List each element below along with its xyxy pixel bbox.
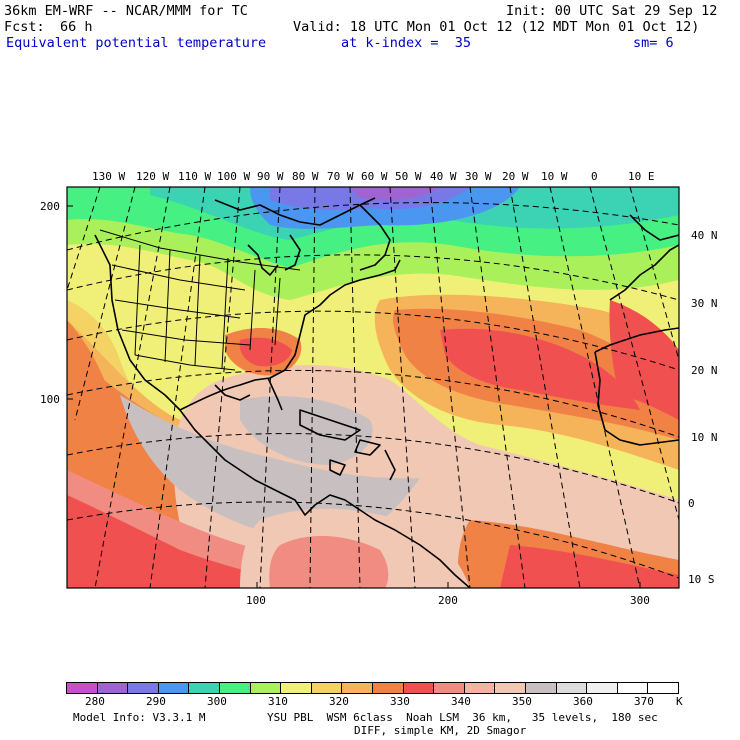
forecast-hour: 66 h bbox=[60, 19, 93, 35]
lon-label: 110 W bbox=[178, 170, 211, 183]
lon-label: 100 W bbox=[217, 170, 250, 183]
legend-swatch bbox=[648, 683, 678, 693]
legend-swatch bbox=[311, 683, 343, 693]
legend-tick-label: 310 bbox=[268, 695, 288, 708]
legend-swatch bbox=[403, 683, 435, 693]
legend-swatch bbox=[372, 683, 404, 693]
valid-time: Valid: 18 UTC Mon 01 Oct 12 (12 MDT Mon … bbox=[293, 19, 700, 35]
lon-label: 40 W bbox=[430, 170, 457, 183]
legend-unit: K bbox=[676, 695, 683, 708]
legend-swatch bbox=[67, 683, 98, 693]
legend-swatch bbox=[219, 683, 251, 693]
field-name: Equivalent potential temperature bbox=[6, 35, 267, 51]
legend-tick-label: 300 bbox=[207, 695, 227, 708]
lon-label: 120 W bbox=[136, 170, 169, 183]
diffusion-info: DIFF, simple KM, 2D Smagor bbox=[354, 724, 527, 737]
lon-label: 50 W bbox=[395, 170, 422, 183]
lon-label: 130 W bbox=[92, 170, 125, 183]
lat-label: 10 S bbox=[688, 573, 715, 586]
lon-label: 90 W bbox=[257, 170, 284, 183]
lon-label: 10 E bbox=[628, 170, 655, 183]
legend-swatch bbox=[342, 683, 373, 693]
grid-x-label: 200 bbox=[438, 594, 458, 607]
smoothing: sm= 6 bbox=[633, 35, 674, 51]
legend-swatch bbox=[495, 683, 526, 693]
lon-label: 30 W bbox=[465, 170, 492, 183]
legend-swatch bbox=[434, 683, 465, 693]
lon-label: 70 W bbox=[327, 170, 354, 183]
legend-tick-label: 290 bbox=[146, 695, 166, 708]
legend-swatch bbox=[189, 683, 220, 693]
legend-tick-label: 370 bbox=[634, 695, 654, 708]
lat-label: 10 N bbox=[691, 431, 718, 444]
legend-tick-label: 360 bbox=[573, 695, 593, 708]
model-title: 36km EM-WRF -- NCAR/MMM for TC bbox=[4, 3, 248, 19]
legend-swatch bbox=[587, 683, 618, 693]
grid-y-label: 200 bbox=[40, 200, 60, 213]
lon-label: 0 bbox=[591, 170, 598, 183]
legend-swatch bbox=[617, 683, 649, 693]
legend-swatch bbox=[464, 683, 496, 693]
lat-label: 20 N bbox=[691, 364, 718, 377]
color-legend bbox=[66, 682, 679, 694]
legend-swatch bbox=[525, 683, 557, 693]
lat-label: 40 N bbox=[691, 229, 718, 242]
legend-tick-label: 350 bbox=[512, 695, 532, 708]
init-time: Init: 00 UTC Sat 29 Sep 12 bbox=[506, 3, 718, 19]
legend-swatch bbox=[250, 683, 282, 693]
lon-label: 80 W bbox=[292, 170, 319, 183]
forecast-label: Fcst: bbox=[4, 19, 45, 35]
grid-x-label: 100 bbox=[246, 594, 266, 607]
grid-x-label: 300 bbox=[630, 594, 650, 607]
vertical-level: at k-index = 35 bbox=[341, 35, 472, 51]
legend-swatch bbox=[281, 683, 312, 693]
legend-swatch bbox=[158, 683, 190, 693]
legend-tick-label: 280 bbox=[85, 695, 105, 708]
model-info: Model Info: V3.3.1 M bbox=[73, 711, 206, 724]
legend-tick-label: 340 bbox=[451, 695, 471, 708]
lon-label: 20 W bbox=[502, 170, 529, 183]
lat-label: 30 N bbox=[691, 297, 718, 310]
legend-swatch bbox=[128, 683, 159, 693]
lon-label: 10 W bbox=[541, 170, 568, 183]
lon-label: 60 W bbox=[361, 170, 388, 183]
grid-y-label: 100 bbox=[40, 393, 60, 406]
legend-tick-label: 320 bbox=[329, 695, 349, 708]
legend-swatch bbox=[97, 683, 129, 693]
legend-swatch bbox=[556, 683, 588, 693]
lat-label: 0 bbox=[688, 497, 695, 510]
physics-info: YSU PBL WSM 6class Noah LSM 36 km, 35 le… bbox=[267, 711, 658, 724]
legend-tick-label: 330 bbox=[390, 695, 410, 708]
